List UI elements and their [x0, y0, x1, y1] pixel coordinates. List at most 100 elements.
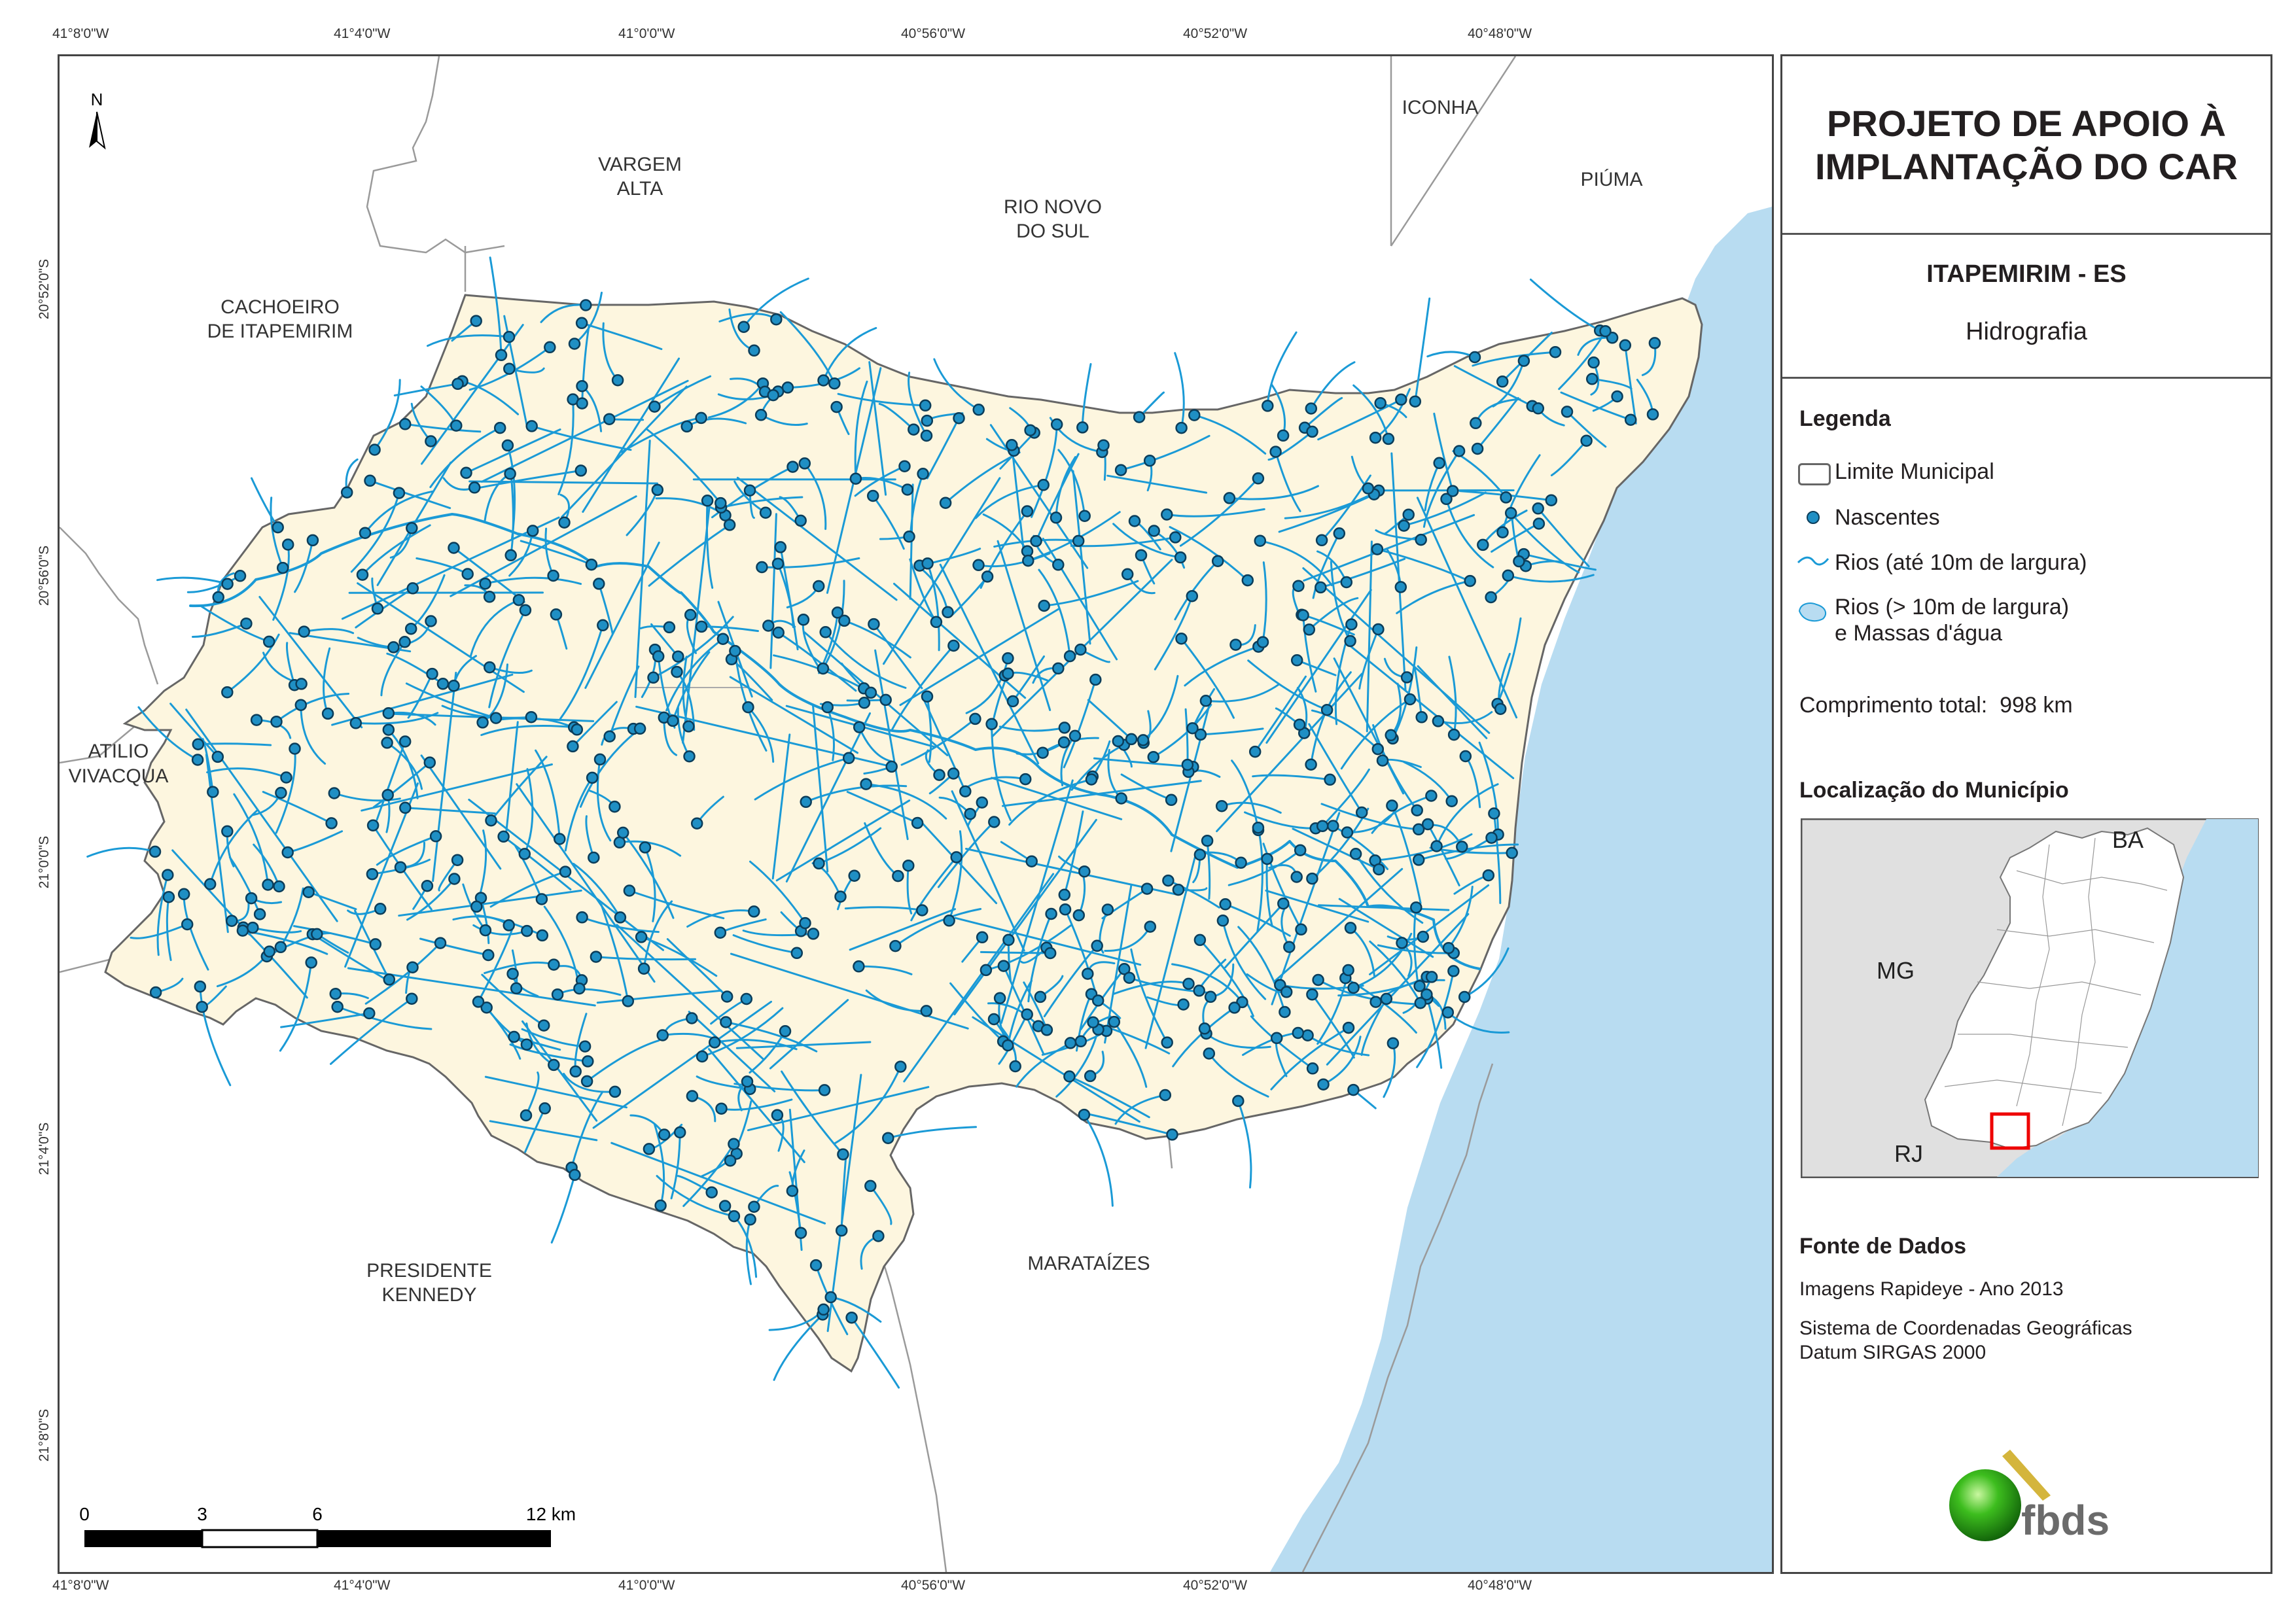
river-segment [735, 1041, 872, 1049]
spring-point [273, 880, 285, 893]
spring-point [383, 973, 396, 986]
spring-point [276, 561, 289, 574]
spring-point [1624, 413, 1637, 426]
spring-point [520, 1038, 533, 1051]
river-segment [521, 1020, 598, 1122]
label-rio-novo-1: RIO NOVO [1004, 196, 1102, 218]
spring-point [695, 620, 708, 633]
spring-point [1161, 1036, 1173, 1049]
label-rio-novo-2: DO SUL [1016, 220, 1089, 242]
map-frame: N VARGEM ALTA RIO NOVO DO SUL ICONHA PIÚ… [58, 54, 1774, 1574]
spring-point [1040, 1024, 1053, 1036]
spring-point [1097, 439, 1110, 451]
river-segment [572, 862, 622, 918]
river-segment [341, 516, 560, 620]
river-segment [387, 729, 419, 799]
spring-point [363, 1007, 376, 1020]
spring-point [1169, 531, 1182, 544]
spring-point [1193, 985, 1205, 997]
springs-layer [149, 299, 1661, 1324]
river-segment [769, 999, 849, 1070]
river-segment [380, 640, 406, 697]
spring-point [741, 1075, 754, 1088]
river-segment [1390, 805, 1422, 905]
spring-point [939, 497, 952, 509]
spring-point [1485, 831, 1498, 844]
spring-point [1447, 965, 1460, 977]
spring-point [406, 992, 418, 1005]
river-segment [531, 425, 632, 451]
spring-point [1315, 581, 1327, 594]
spring-point [723, 519, 736, 531]
river-segment [279, 887, 304, 949]
river-segment [1319, 557, 1406, 589]
spring-point [1398, 519, 1410, 532]
spring-point [950, 851, 963, 864]
label-cachoeiro-2: DE ITAPEMIRIM [207, 321, 353, 342]
spring-point [569, 1168, 581, 1181]
spring-point [398, 735, 412, 748]
municipality-polygon [104, 294, 1703, 1373]
river-segment [653, 1123, 665, 1207]
spring-point [623, 884, 636, 897]
spring-point [639, 841, 652, 854]
spring-point [737, 321, 750, 333]
spring-point [1045, 907, 1057, 920]
spring-point [1293, 718, 1306, 731]
river-segment [1265, 858, 1273, 928]
river-segment [372, 761, 431, 809]
spring-point [1402, 508, 1415, 521]
spring-point [250, 714, 263, 726]
spring-point [1411, 804, 1423, 816]
river-segment [1396, 580, 1472, 614]
river-segment [1492, 812, 1502, 904]
spring-point [404, 622, 417, 635]
river-segment [571, 1091, 604, 1169]
spring-point [1295, 923, 1307, 936]
river-segment [199, 985, 232, 1087]
spring-point [903, 531, 915, 543]
river-segment [749, 860, 806, 924]
river-segment [1267, 430, 1313, 461]
river-segment [652, 616, 734, 679]
spring-point [1074, 643, 1087, 656]
spring-point [1248, 745, 1262, 758]
river-segment [1417, 665, 1488, 739]
spring-point [1386, 1037, 1400, 1049]
spring-point [1290, 871, 1303, 883]
coord-left-3: 21°4'0"S [37, 1122, 52, 1176]
river-segment [849, 908, 956, 951]
label-atilio-1: ATILIO [88, 741, 149, 762]
river-segment [1371, 795, 1432, 834]
spring-point [569, 1065, 582, 1078]
river-segment [1184, 646, 1260, 687]
river-segment [509, 1043, 589, 1062]
river-segment [350, 492, 400, 573]
spring-point [1223, 492, 1236, 504]
river-segment [1237, 926, 1286, 1013]
spring-point [582, 1055, 594, 1068]
river-segment [192, 622, 247, 638]
spring-point [819, 626, 832, 638]
spring-point [942, 606, 954, 619]
spring-point [1488, 807, 1500, 820]
river-segment [1278, 493, 1375, 533]
river-segment [1354, 852, 1424, 924]
spring-point [790, 947, 804, 960]
spring-point [908, 423, 920, 436]
river-segment [1165, 508, 1265, 517]
spring-point [525, 710, 538, 724]
state-label-ba: BA [2112, 826, 2144, 853]
spring-point [1294, 844, 1307, 856]
spring-point [622, 995, 635, 1007]
spring-point [1340, 576, 1353, 589]
spring-point [817, 662, 830, 675]
spring-point [972, 559, 985, 572]
river-segment [461, 380, 520, 415]
spring-point [988, 816, 1000, 828]
river-segment [357, 582, 525, 693]
river-segment [479, 469, 582, 489]
spring-point [597, 619, 609, 632]
spring-point [585, 558, 598, 571]
spring-point [916, 904, 928, 916]
